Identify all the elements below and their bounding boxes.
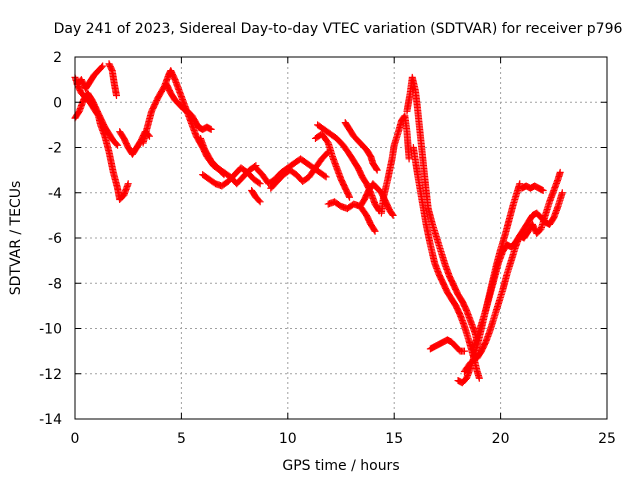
x-tick-label: 15 [385,431,403,447]
series-arc-13 [311,130,354,201]
x-tick-label: 20 [492,431,510,447]
data-point [207,125,215,133]
series-arc-7 [163,80,215,133]
series-arc-22 [454,180,524,387]
data-point [475,374,483,382]
data-point [516,180,524,188]
series-arc-23 [460,189,566,375]
data-points [71,60,566,387]
series-arc-20 [409,144,483,382]
series-arc-19 [403,73,481,346]
data-point [346,193,354,201]
data-point [460,347,468,355]
y-tick-label: -10 [39,322,62,338]
series-arc-10 [248,186,264,206]
data-point [98,63,106,71]
data-point [322,173,330,181]
data-point [405,155,413,163]
y-tick-label: -12 [39,367,62,383]
x-tick-label: 5 [177,431,186,447]
y-tick-label: -2 [48,141,62,157]
y-tick-label: 0 [53,95,62,111]
y-tick-label: -6 [48,231,62,247]
data-point [256,198,264,206]
data-point [372,165,380,173]
y-tick-label: -4 [48,186,62,202]
series-arc-18 [377,112,413,217]
series-arc-24 [469,168,564,353]
series-arc-9 [199,164,264,190]
data-point [370,226,378,234]
data-point [558,189,566,197]
data-point [371,227,379,235]
chart-title: Day 241 of 2023, Sidereal Day-to-day VTE… [54,21,623,37]
series-arc-15 [341,119,381,174]
data-point [373,166,381,174]
data-point [256,180,264,188]
x-tick-label: 0 [71,431,80,447]
data-point [255,179,263,187]
grid-lines [75,57,607,419]
data-point [388,210,396,218]
y-tick-label: 2 [53,50,62,66]
data-point [112,140,120,148]
y-tick-label: -14 [39,412,62,428]
y-tick-label: -8 [48,276,62,292]
data-point [556,168,564,176]
series-arc-4 [105,60,120,99]
data-point [255,197,263,205]
data-point [112,91,120,99]
series-arc-21 [426,336,468,355]
series-arc-12 [267,148,332,192]
x-tick-label: 25 [598,431,616,447]
data-point [124,180,132,188]
x-axis-label: GPS time / hours [282,458,399,474]
data-point [114,141,122,149]
data-point [345,192,353,200]
series-arc-25 [518,182,547,194]
series-arc-3 [73,62,107,93]
data-point [321,172,329,180]
series-arc-16 [324,198,379,235]
series-arc-2 [71,89,122,149]
data-point [99,62,107,70]
data-point [389,211,397,219]
y-axis-label: SDTVAR / TECUs [8,181,24,296]
x-tick-label: 10 [279,431,297,447]
data-point [539,186,547,194]
series-arc-1 [71,73,132,204]
plot-frame [74,56,608,420]
